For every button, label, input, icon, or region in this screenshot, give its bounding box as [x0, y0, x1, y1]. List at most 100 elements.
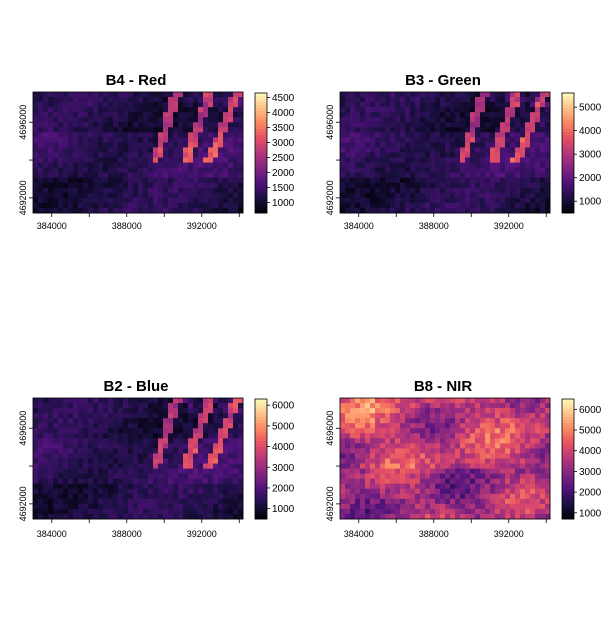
raster-cell — [163, 433, 169, 439]
raster-cell — [158, 513, 164, 520]
raster-cell — [123, 453, 129, 459]
raster-cell — [465, 433, 471, 439]
raster-cell — [525, 403, 531, 409]
raster-cell — [345, 478, 351, 485]
raster-cell — [485, 428, 491, 434]
raster-cell — [530, 137, 536, 143]
raster-cell — [113, 503, 119, 510]
colorbar-segment — [562, 114, 574, 118]
raster-cell — [360, 453, 366, 459]
raster-cell — [490, 458, 496, 464]
colorbar-segment — [562, 498, 574, 502]
raster-cell — [390, 453, 396, 459]
raster-cell — [218, 438, 224, 444]
raster-cell — [440, 473, 446, 480]
raster-cell — [425, 408, 431, 414]
raster-cell — [113, 152, 119, 158]
raster-cell — [198, 473, 204, 480]
raster-cell — [113, 488, 119, 495]
raster-cell — [33, 463, 39, 469]
raster-cell — [173, 463, 179, 469]
raster-cell — [48, 438, 54, 444]
raster-cell — [500, 162, 506, 169]
raster-cell — [193, 92, 199, 98]
raster-cell — [425, 418, 431, 424]
raster-cell — [188, 433, 194, 439]
raster-cell — [420, 408, 426, 414]
raster-cell — [500, 483, 506, 490]
colorbar-segment — [255, 402, 267, 406]
raster-cell — [173, 398, 179, 404]
raster-cell — [233, 458, 239, 464]
raster-cell — [38, 207, 44, 214]
raster-cell — [133, 438, 139, 444]
raster-cell — [68, 483, 74, 490]
raster-cell — [450, 122, 456, 128]
raster-cell — [128, 117, 134, 123]
raster-cell — [475, 443, 481, 449]
raster-cell — [43, 187, 49, 194]
colorbar-segment — [255, 507, 267, 511]
raster-cell — [203, 458, 209, 464]
raster-cell — [238, 197, 244, 204]
colorbar-segment — [255, 180, 267, 184]
raster-cell — [103, 413, 109, 419]
raster-cell — [98, 478, 104, 485]
raster-cell — [420, 433, 426, 439]
raster-cell — [153, 182, 159, 189]
raster-cell — [178, 197, 184, 204]
raster-cell — [455, 127, 461, 133]
raster-cell — [93, 172, 99, 179]
raster-cell — [123, 182, 129, 189]
raster-cell — [515, 443, 521, 449]
raster-cell — [208, 438, 214, 444]
raster-cell — [108, 463, 114, 469]
raster-cell — [435, 478, 441, 485]
raster-cell — [445, 418, 451, 424]
raster-cell — [183, 137, 189, 143]
colorbar-segment — [255, 405, 267, 409]
raster-cell — [208, 453, 214, 459]
raster-cell — [208, 423, 214, 429]
raster-cell — [33, 513, 39, 520]
raster-cell — [410, 117, 416, 123]
raster-cell — [475, 418, 481, 424]
raster-cell — [123, 413, 129, 419]
raster-cell — [470, 192, 476, 199]
raster-cell — [203, 157, 209, 163]
raster-cell — [143, 403, 149, 409]
raster-cell — [148, 503, 154, 510]
raster-cell — [390, 413, 396, 419]
raster-cell — [78, 192, 84, 199]
raster-cell — [380, 147, 386, 153]
raster-cell — [445, 478, 451, 485]
raster-cell — [485, 122, 491, 128]
raster-cell — [375, 478, 381, 485]
raster-cell — [238, 132, 244, 138]
raster-cell — [238, 177, 244, 184]
raster-cell — [98, 112, 104, 118]
raster-cell — [198, 398, 204, 404]
raster-cell — [425, 488, 431, 495]
raster-cell — [410, 107, 416, 113]
colorbar-segment — [255, 186, 267, 190]
raster-cell — [535, 112, 541, 118]
x-tick-label: 388000 — [112, 529, 142, 539]
raster-cell — [540, 132, 546, 138]
raster-cell — [98, 493, 104, 500]
raster-cell — [510, 473, 516, 480]
raster-cell — [203, 473, 209, 480]
raster-cell — [153, 142, 159, 148]
x-tick-label: 388000 — [112, 221, 142, 231]
raster-cell — [173, 127, 179, 133]
raster-cell — [370, 463, 376, 469]
raster-cell — [78, 473, 84, 480]
raster-cell — [213, 448, 219, 454]
raster-cell — [63, 162, 69, 169]
raster-cell — [395, 112, 401, 118]
raster-cell — [440, 112, 446, 118]
raster-cell — [143, 503, 149, 510]
raster-cell — [168, 458, 174, 464]
raster-cell — [545, 443, 551, 449]
raster-cell — [138, 102, 144, 108]
